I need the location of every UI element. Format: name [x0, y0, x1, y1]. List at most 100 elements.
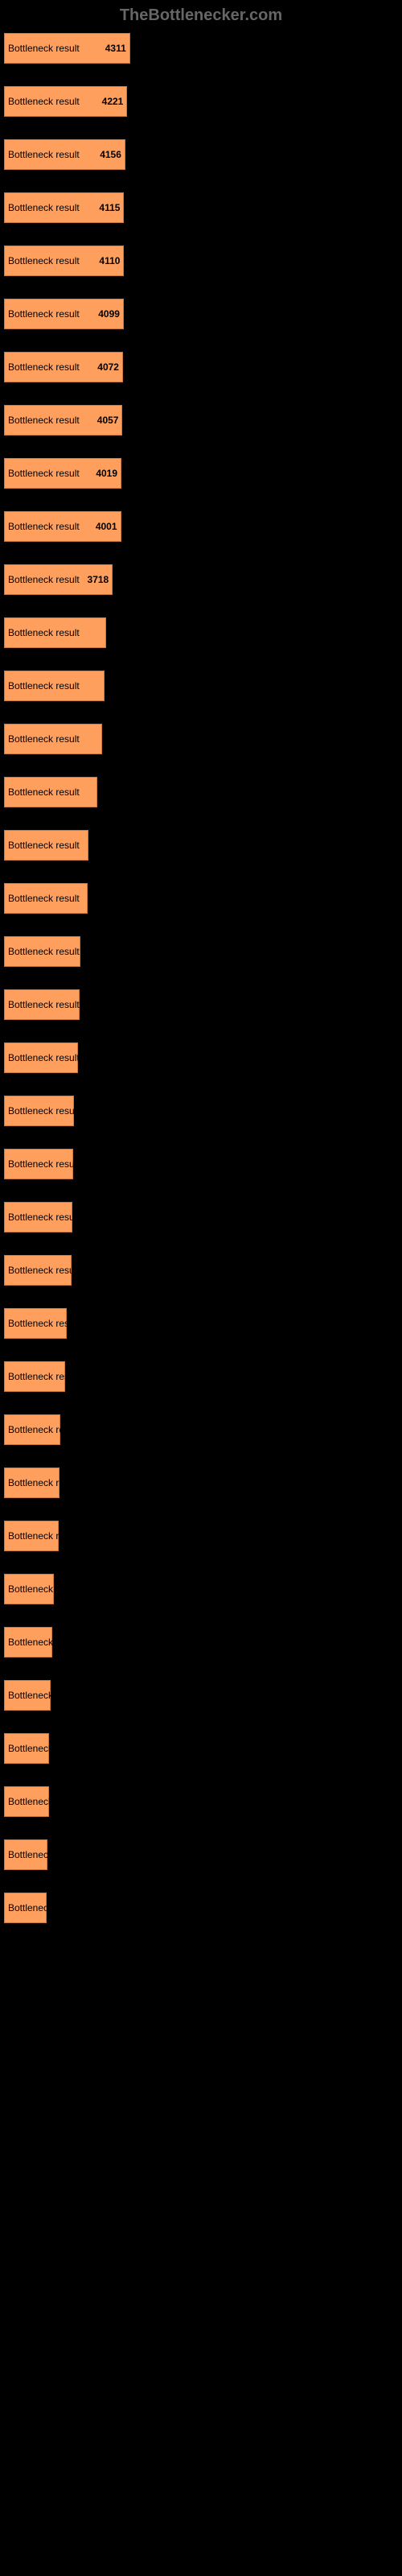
bar-row: Bottleneck result3718: [4, 564, 398, 595]
bar-row: 1870Bottleneck result: [4, 1521, 398, 1551]
watermark-text: TheBottlenecker.com: [0, 0, 402, 31]
bar-element[interactable]: Bottleneck result4072: [4, 352, 123, 382]
bar-wrapper: Bottleneck result4115: [4, 192, 398, 223]
bar-row: 2088Bottleneck result: [4, 1361, 398, 1392]
bar-wrapper: 2619Bottleneck result: [4, 936, 398, 967]
bar-row: 1550Bottleneck result: [4, 1733, 398, 1764]
bar-label: Bottleneck result: [8, 43, 80, 54]
bar-row: Bottleneck result4001: [4, 511, 398, 542]
bar-wrapper: 3493 Bottleneck result: [4, 617, 398, 648]
bar-element[interactable]: Bottleneck result4221: [4, 86, 127, 117]
bar-element[interactable]: Bottleneck result3718: [4, 564, 113, 595]
bar-wrapper: 1905Bottleneck result: [4, 1468, 398, 1498]
bar-row: 3364Bottleneck result: [4, 724, 398, 754]
bar-element[interactable]: Bottleneck result 4019: [4, 458, 121, 489]
bar-element[interactable]: Bottleneck result: [4, 617, 106, 648]
bar-row: 1453Bottleneck result: [4, 1893, 398, 1923]
bar-label: Bottleneck result: [8, 574, 80, 585]
bar-row: 3442Bottleneck result: [4, 671, 398, 701]
bar-label: Bottleneck result: [8, 786, 80, 798]
bar-element[interactable]: Bottleneck result: [4, 1839, 47, 1870]
bar-label: Bottleneck result: [8, 1902, 80, 1913]
bar-label: Bottleneck result: [8, 680, 80, 691]
bar-row: Bottleneck result 4019: [4, 458, 398, 489]
bar-wrapper: 2088Bottleneck result: [4, 1361, 398, 1392]
bar-element[interactable]: Bottleneck result 4110: [4, 246, 124, 276]
bar-wrapper: 2524Bottleneck result: [4, 1042, 398, 1073]
bar-element[interactable]: Bottleneck result4311: [4, 33, 130, 64]
bar-wrapper: 1716Bottleneck result: [4, 1574, 398, 1604]
bar-label: Bottleneck result: [8, 1052, 80, 1063]
bar-element[interactable]: Bottleneck result: [4, 1468, 59, 1498]
bar-label: Bottleneck result: [8, 1743, 80, 1754]
bar-wrapper: Bottleneck result4311: [4, 33, 398, 64]
bar-element[interactable]: Bottleneck result: [4, 724, 102, 754]
bar-label: Bottleneck result: [8, 468, 80, 479]
bar-label: Bottleneck result: [8, 149, 80, 160]
bar-element[interactable]: Bottleneck result: [4, 1521, 59, 1551]
bar-value: 4099: [98, 308, 120, 320]
bar-wrapper: Bottleneck result4221: [4, 86, 398, 117]
bar-value: 3493: [109, 627, 131, 638]
bar-element[interactable]: Bottleneck result: [4, 1361, 65, 1392]
bar-element[interactable]: Bottleneck result: [4, 1893, 47, 1923]
bar-element[interactable]: Bottleneck result: [4, 1255, 72, 1286]
bar-row: 3180Bottleneck result: [4, 777, 398, 807]
bar-element[interactable]: Bottleneck result: [4, 883, 88, 914]
bar-row: 2394Bottleneck result: [4, 1096, 398, 1126]
bar-element[interactable]: Bottleneck result: [4, 830, 88, 861]
bar-element[interactable]: Bottleneck result: [4, 1786, 49, 1817]
bar-row: 3493 Bottleneck result: [4, 617, 398, 648]
bar-label: Bottleneck result: [8, 361, 80, 373]
bar-element[interactable]: Bottleneck result: [4, 671, 105, 701]
bar-wrapper: 1547Bottleneck result: [4, 1786, 398, 1817]
bar-element[interactable]: Bottleneck result: [4, 1149, 73, 1179]
bar-element[interactable]: Bottleneck result4057: [4, 405, 122, 436]
bar-element[interactable]: Bottleneck result: [4, 989, 80, 1020]
bar-label: Bottleneck result: [8, 1105, 80, 1117]
bar-wrapper: 1587Bottleneck result: [4, 1680, 398, 1711]
bar-wrapper: Bottleneck result4099: [4, 299, 398, 329]
bar-row: 1716Bottleneck result: [4, 1574, 398, 1604]
bar-row: 1913Bottleneck result: [4, 1414, 398, 1445]
bar-label: Bottleneck result: [8, 1849, 80, 1860]
bar-element[interactable]: Bottleneck result: [4, 1308, 67, 1339]
bar-element[interactable]: Bottleneck result4099: [4, 299, 124, 329]
bar-wrapper: Bottleneck result 4019: [4, 458, 398, 489]
bar-element[interactable]: Bottleneck result: [4, 1680, 51, 1711]
bar-label: Bottleneck result: [8, 1637, 80, 1648]
bar-element[interactable]: Bottleneck result: [4, 1096, 74, 1126]
bar-label: Bottleneck result: [8, 999, 80, 1010]
bar-element[interactable]: Bottleneck result4156: [4, 139, 125, 170]
bar-value: 4221: [102, 96, 124, 107]
bar-wrapper: Bottleneck result4001: [4, 511, 398, 542]
bar-element[interactable]: Bottleneck result: [4, 1042, 78, 1073]
bar-wrapper: 2339Bottleneck result: [4, 1202, 398, 1232]
bar-value: 4019: [96, 468, 117, 479]
bar-label: Bottleneck result: [8, 1530, 80, 1542]
bar-wrapper: 2863 Bottleneck result: [4, 883, 398, 914]
bar-element[interactable]: Bottleneck result4115: [4, 192, 124, 223]
bar-row: 2881Bottleneck result: [4, 830, 398, 861]
bar-element[interactable]: Bottleneck result: [4, 1627, 52, 1657]
bar-element[interactable]: Bottleneck result: [4, 1733, 49, 1764]
bar-value: 4057: [97, 415, 119, 426]
bar-row: 1905Bottleneck result: [4, 1468, 398, 1498]
bar-label: Bottleneck result: [8, 840, 80, 851]
bar-element[interactable]: Bottleneck result: [4, 936, 80, 967]
bar-label: Bottleneck result: [8, 255, 80, 266]
bar-element[interactable]: Bottleneck result: [4, 777, 97, 807]
bar-element[interactable]: Bottleneck result: [4, 1414, 60, 1445]
bar-wrapper: 1643Bottleneck result: [4, 1627, 398, 1657]
bar-value: 4110: [99, 255, 120, 266]
bar-element[interactable]: Bottleneck result: [4, 1202, 72, 1232]
bar-element[interactable]: Bottleneck result: [4, 1574, 54, 1604]
bar-element[interactable]: Bottleneck result4001: [4, 511, 121, 542]
bar-label: Bottleneck result: [8, 627, 80, 638]
bar-value: 2863: [91, 893, 113, 904]
bar-wrapper: 3180Bottleneck result: [4, 777, 398, 807]
bar-label: Bottleneck result: [8, 1424, 80, 1435]
bar-label: Bottleneck result: [8, 893, 80, 904]
bar-row: Bottleneck result4057: [4, 405, 398, 436]
bar-row: Bottleneck result4115: [4, 192, 398, 223]
